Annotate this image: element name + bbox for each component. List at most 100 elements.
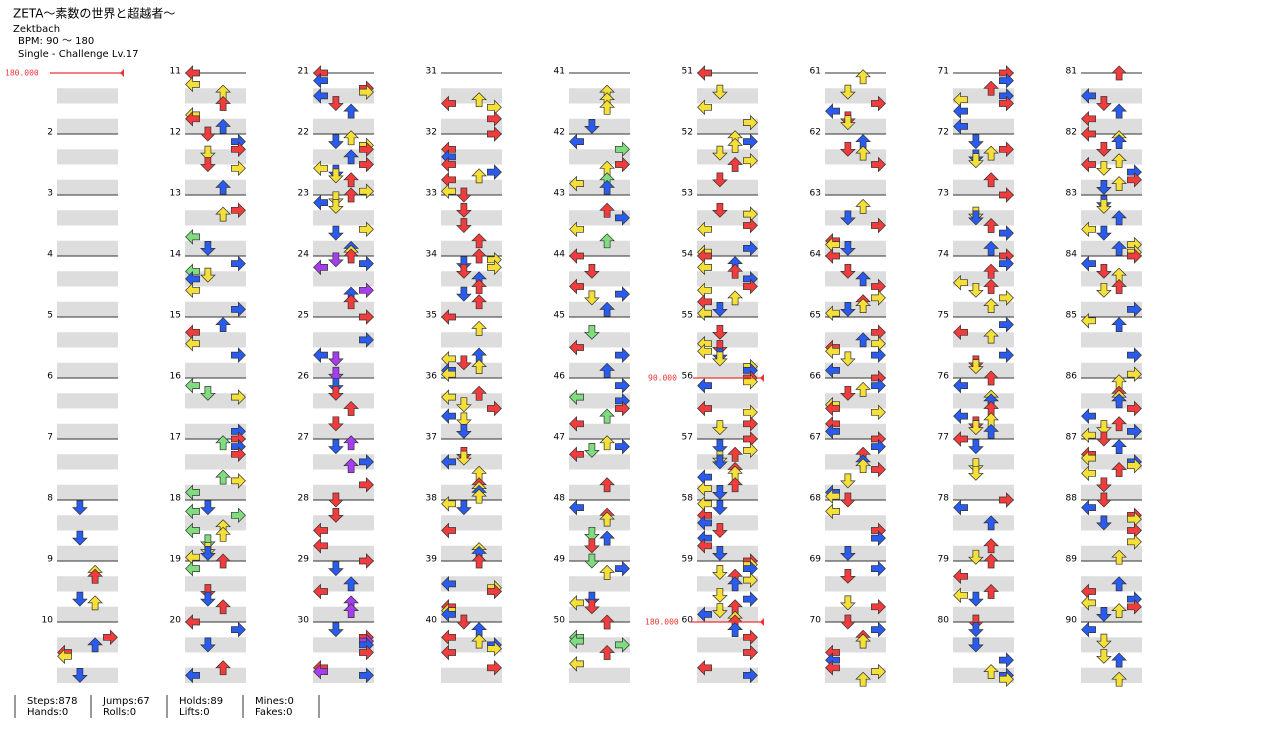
- arrow: [569, 278, 584, 295]
- beat-stripe: [1081, 576, 1142, 592]
- arrow: [599, 645, 615, 660]
- arrow: [1081, 621, 1096, 638]
- arrow: [712, 172, 728, 188]
- arrow: [359, 667, 374, 684]
- arrow: [599, 99, 615, 115]
- beat-stripe: [825, 210, 886, 226]
- arrow: [840, 473, 856, 489]
- measure-number: 64: [810, 250, 822, 260]
- beat-stripe: [953, 362, 1014, 378]
- arrow: [471, 488, 487, 504]
- beat-stripe: [953, 423, 1014, 439]
- arrow: [712, 145, 728, 161]
- arrow: [215, 317, 231, 332]
- beat-stripe: [185, 484, 246, 500]
- arrow: [968, 458, 984, 474]
- arrow: [1081, 110, 1096, 127]
- arrow: [200, 500, 216, 516]
- measure-number: 28: [298, 494, 310, 504]
- arrow: [200, 546, 216, 561]
- measure-number: 13: [170, 189, 181, 199]
- arrow: [1081, 427, 1096, 444]
- arrow: [343, 458, 359, 474]
- arrow: [328, 351, 344, 367]
- arrow: [968, 153, 984, 169]
- arrow: [697, 480, 712, 497]
- arrow: [231, 141, 246, 158]
- arrow: [487, 164, 502, 180]
- arrow: [200, 267, 216, 283]
- arrow: [569, 175, 584, 192]
- arrow: [712, 439, 728, 455]
- beat-stripe: [185, 179, 246, 195]
- measure-number: 63: [810, 189, 821, 199]
- arrow: [840, 141, 856, 157]
- arrow: [1111, 416, 1127, 432]
- beat-stripe: [441, 118, 502, 134]
- measure-number: 46: [554, 372, 566, 382]
- arrow: [743, 667, 758, 684]
- beat-stripe: [57, 210, 118, 226]
- arrow: [584, 443, 600, 458]
- beat-stripe: [1081, 362, 1142, 378]
- arrow: [215, 206, 231, 222]
- arrow: [359, 282, 374, 299]
- arrow: [953, 103, 968, 119]
- arrow: [999, 141, 1014, 158]
- arrow: [1127, 171, 1142, 188]
- beat-stripe: [313, 88, 374, 104]
- measure-number: 33: [426, 189, 437, 199]
- measure-number: 11: [170, 67, 181, 77]
- beat-stripe: [441, 149, 502, 165]
- arrow: [712, 324, 728, 340]
- arrow: [615, 560, 630, 577]
- arrow: [215, 435, 231, 451]
- beat-stripe: [441, 240, 502, 256]
- arrow: [441, 95, 456, 112]
- arrow: [1127, 457, 1142, 474]
- measure-number: 38: [426, 494, 438, 504]
- measure-number: 19: [170, 555, 182, 565]
- arrow: [185, 377, 200, 394]
- beat-stripe: [57, 637, 118, 653]
- arrow: [456, 202, 472, 218]
- beat-stripe: [697, 118, 758, 134]
- measure-number: 90: [1066, 616, 1078, 626]
- arrow: [231, 301, 246, 318]
- beat-stripe: [569, 576, 630, 592]
- arrow: [697, 606, 712, 623]
- arrow: [72, 668, 88, 683]
- arrow: [1081, 156, 1096, 173]
- beat-stripe: [185, 667, 246, 683]
- arrow: [584, 324, 600, 340]
- bpm-marker: 90.000: [648, 374, 677, 383]
- beat-stripe: [57, 88, 118, 104]
- measure-number: 18: [170, 494, 182, 504]
- beat-stripe: [313, 118, 374, 134]
- beat-stripe: [953, 179, 1014, 195]
- beat-stripe: [441, 637, 502, 653]
- arrow: [999, 347, 1014, 363]
- measure-number: 84: [1066, 250, 1078, 260]
- arrow: [1096, 420, 1112, 436]
- arrow: [953, 568, 968, 585]
- arrow: [313, 583, 328, 600]
- arrow: [584, 599, 600, 615]
- arrow: [328, 416, 344, 432]
- measure-number: 56: [682, 372, 694, 382]
- arrow: [968, 359, 984, 375]
- arrow: [999, 316, 1014, 333]
- arrow: [999, 492, 1014, 508]
- arrow: [584, 553, 600, 569]
- measure-number: 12: [170, 128, 181, 138]
- arrow: [615, 156, 630, 173]
- arrow: [103, 629, 118, 646]
- arrow: [871, 404, 886, 421]
- beat-stripe: [569, 88, 630, 104]
- arrow: [359, 553, 374, 569]
- arrow: [968, 637, 984, 653]
- beat-stripe: [57, 240, 118, 256]
- measure-number: 9: [47, 555, 53, 565]
- measure-number: 20: [170, 616, 182, 626]
